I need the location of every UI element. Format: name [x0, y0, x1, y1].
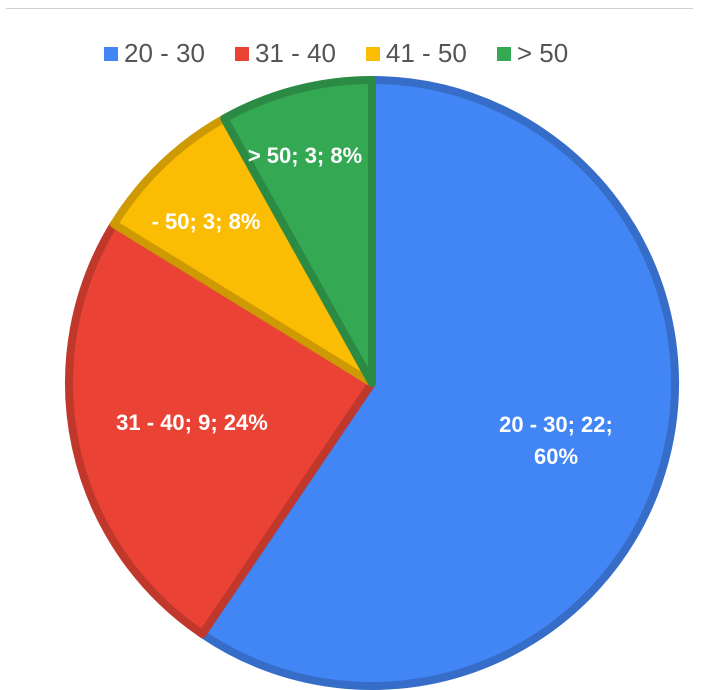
data-label-over-50: > 50; 3; 8% — [248, 143, 362, 168]
slice-20-30[interactable] — [198, 76, 679, 690]
legend-label-31-40: 31 - 40 — [254, 38, 336, 68]
slice-31-40[interactable] — [65, 220, 376, 639]
legend-item-over-50[interactable]: > 50 — [496, 38, 569, 69]
legend-swatch-31-40 — [234, 46, 249, 61]
slice-41-50[interactable] — [109, 114, 376, 387]
data-label-41-50: - 50; 3; 8% — [152, 209, 261, 234]
legend-label-41-50: 41 - 50 — [385, 38, 467, 68]
legend-label-20-30: 20 - 30 — [124, 38, 205, 68]
data-label-over-50-line-1: > 50; 3; 8% — [248, 143, 362, 168]
data-label-31-40: 31 - 40; 9; 24% — [116, 410, 268, 435]
data-label-31-40-line-1: 31 - 40; 9; 24% — [116, 410, 268, 435]
legend-swatch-20-30 — [104, 46, 118, 61]
top-divider — [6, 8, 693, 9]
legend-swatch-over-50 — [496, 46, 511, 61]
slice-over-50[interactable] — [220, 76, 376, 387]
data-label-20-30-line-1: 20 - 30; 22; — [499, 412, 613, 437]
data-label-41-50-line-1: - 50; 3; 8% — [152, 209, 261, 234]
legend-swatch-41-50 — [365, 46, 380, 61]
data-label-20-30-line-2: 60% — [534, 444, 578, 469]
legend-item-41-50[interactable]: 41 - 50 — [365, 38, 467, 69]
legend-item-20-30[interactable]: 20 - 30 — [104, 38, 205, 69]
legend-label-over-50: > 50 — [516, 38, 569, 68]
legend-item-31-40[interactable]: 31 - 40 — [234, 38, 336, 69]
chart-legend: 20 - 30 31 - 40 41 - 50 > 50 — [104, 38, 568, 69]
data-label-20-30: 20 - 30; 22; 60% — [499, 412, 613, 469]
